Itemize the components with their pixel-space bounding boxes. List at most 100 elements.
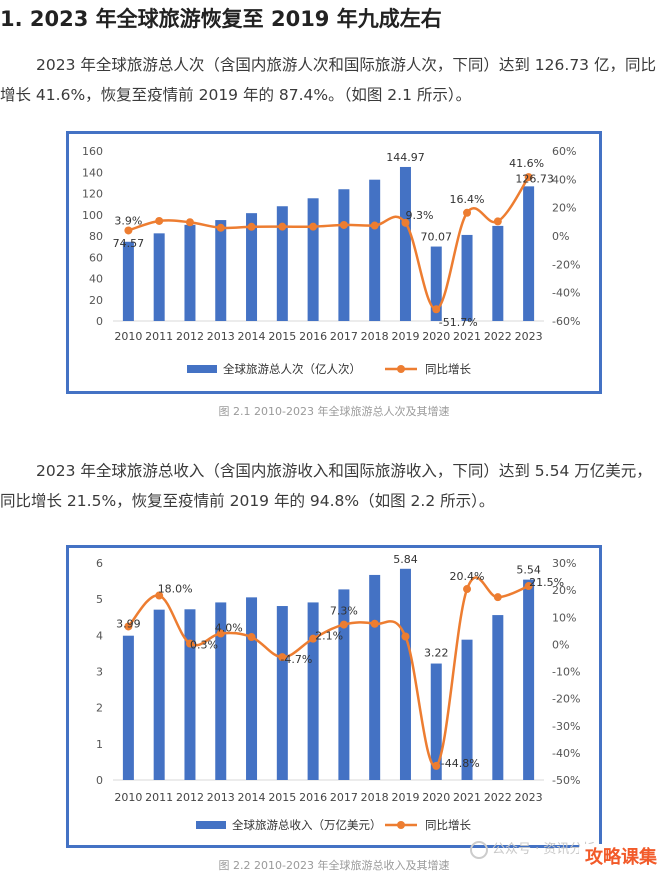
x-axis-tick-label: 2017 — [330, 330, 358, 343]
bar — [430, 663, 442, 780]
growth-point — [432, 761, 441, 770]
growth-point — [401, 632, 410, 641]
left-axis-tick-label: 80 — [89, 230, 103, 243]
left-axis-tick-label: 0 — [96, 315, 103, 328]
growth-data-label: 2.1% — [315, 630, 343, 643]
bar — [492, 225, 504, 321]
x-axis-tick-label: 2014 — [238, 330, 266, 343]
growth-point — [524, 582, 533, 591]
legend-bar-label: 全球旅游总人次（亿人次） — [223, 362, 361, 376]
bar — [369, 574, 381, 780]
bar — [461, 639, 473, 780]
right-axis-tick-label: -20% — [552, 258, 580, 271]
bar — [276, 206, 288, 321]
bar — [246, 213, 258, 321]
wechat-icon — [470, 840, 488, 859]
bar — [184, 609, 196, 780]
bar — [399, 568, 411, 780]
right-axis-tick-label: 30% — [552, 557, 576, 570]
bar — [523, 579, 535, 780]
bar — [184, 224, 196, 321]
x-axis-tick-label: 2018 — [361, 330, 389, 343]
bar — [246, 597, 258, 780]
bar — [369, 179, 381, 321]
x-axis-tick-label: 2013 — [207, 791, 235, 804]
watermark-text: 公众号 · 资讯分析 — [492, 842, 596, 857]
bar-data-label: 5.54 — [516, 564, 541, 577]
watermark: 公众号 · 资讯分析 — [470, 838, 595, 859]
bar-data-label: 126.73 — [515, 172, 554, 185]
left-axis-tick-label: 6 — [96, 557, 103, 570]
chart-revenue-svg: 0 1 2 3 4 5 6 -50% -40% -30% -20% -10% 0% 10% 20% 30% 20… — [96, 553, 580, 832]
paragraph-revenue-text: 2023 年全球旅游总收入（含国内旅游收入和国际旅游收入，下同）达到 5.54 … — [0, 462, 652, 510]
left-axis-tick-label: 60 — [89, 251, 103, 264]
x-axis-tick-label: 2016 — [299, 791, 327, 804]
growth-point — [401, 218, 410, 227]
right-axis-tick-label: 60% — [552, 145, 576, 158]
x-axis-tick-label: 2021 — [453, 330, 481, 343]
right-axis-tick-label: 20% — [552, 584, 576, 597]
x-axis-tick-label: 2022 — [484, 791, 512, 804]
x-axis-tick-label: 2010 — [114, 330, 142, 343]
growth-point — [216, 223, 225, 232]
right-axis-tick-label: -40% — [552, 287, 580, 300]
left-axis-tick-label: 140 — [82, 166, 103, 179]
legend-bar-label: 全球旅游总收入（万亿美元） — [232, 818, 382, 832]
left-axis-tick-label: 2 — [96, 702, 103, 715]
x-axis-tick-label: 2017 — [330, 791, 358, 804]
growth-point — [524, 173, 533, 182]
growth-point — [247, 633, 256, 642]
right-axis-tick-label: -10% — [552, 666, 580, 679]
x-axis-tick-label: 2012 — [176, 330, 204, 343]
growth-point — [339, 220, 348, 229]
bar — [461, 234, 473, 321]
bar — [122, 241, 134, 321]
bar — [215, 220, 227, 321]
x-axis-tick-label: 2015 — [268, 330, 296, 343]
right-axis-tick-label: 0% — [552, 638, 569, 651]
x-axis-tick-label: 2012 — [176, 791, 204, 804]
right-axis-tick-label: -40% — [552, 747, 580, 760]
growth-data-label: 4.0% — [215, 622, 243, 635]
growth-data-label: 41.6% — [509, 157, 544, 170]
x-axis-tick-label: 2016 — [299, 330, 327, 343]
growth-data-label: -44.8% — [441, 757, 480, 770]
x-axis-tick-label: 2019 — [391, 791, 419, 804]
bar-data-label: 5.84 — [393, 553, 418, 566]
x-axis-tick-label: 2019 — [391, 330, 419, 343]
legend-bar-swatch — [187, 365, 217, 373]
growth-point — [278, 222, 287, 231]
growth-point — [155, 591, 164, 600]
x-axis-tick-label: 2014 — [238, 791, 266, 804]
bar-data-label: 144.97 — [386, 151, 425, 164]
right-axis-tick-label: -20% — [552, 693, 580, 706]
growth-point — [493, 593, 502, 602]
left-axis-tick-label: 40 — [89, 273, 103, 286]
bar-data-label: 74.57 — [113, 237, 144, 250]
bar-data-label: 3.99 — [116, 618, 140, 631]
section-heading: 1. 2023 年全球旅游恢复至 2019 年九成左右 — [0, 7, 442, 31]
growth-point — [309, 222, 318, 231]
growth-data-label: -51.7% — [439, 316, 478, 329]
left-axis-tick-label: 20 — [89, 294, 103, 307]
legend-line-marker — [397, 821, 405, 829]
growth-point — [124, 622, 133, 631]
chart-revenue: 0 1 2 3 4 5 6 -50% -40% -30% -20% -10% 0% 10% 20% 30% 20… — [66, 545, 602, 848]
x-axis-tick-label: 2010 — [114, 791, 142, 804]
caption-visitors: 图 2.1 2010-2023 年全球旅游总人次及其增速 — [218, 405, 450, 418]
legend-bar-swatch — [196, 821, 226, 829]
right-axis-tick-label: 10% — [552, 611, 576, 624]
left-axis-tick-label: 3 — [96, 666, 103, 679]
right-axis-tick-label: -50% — [552, 774, 580, 787]
growth-data-label: 18.0% — [158, 583, 193, 596]
x-axis-tick-label: 2015 — [268, 791, 296, 804]
bar-data-label: 3.22 — [424, 647, 449, 660]
caption-revenue: 图 2.2 2010-2023 年全球旅游总收入及其增速 — [218, 859, 450, 872]
growth-point — [247, 222, 256, 231]
bar — [523, 186, 535, 321]
right-axis-tick-label: 0% — [552, 230, 569, 243]
left-axis-tick-label: 1 — [96, 738, 103, 751]
left-axis-tick-label: 160 — [82, 145, 103, 158]
growth-point — [463, 208, 472, 217]
bar — [276, 606, 288, 780]
